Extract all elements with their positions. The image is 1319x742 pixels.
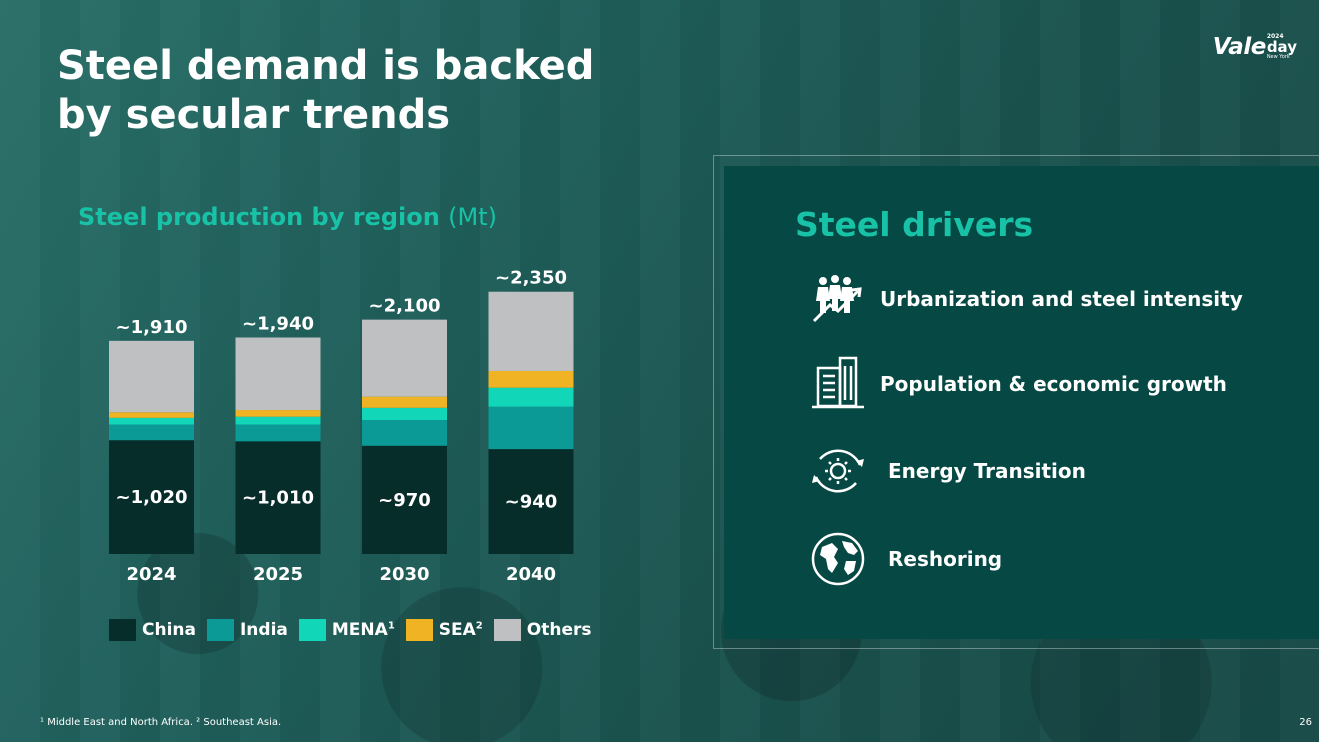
chart-title-unit: (Mt) bbox=[448, 203, 497, 231]
bar-segment-india-2040 bbox=[488, 406, 574, 450]
drivers-title: Steel drivers bbox=[795, 205, 1034, 244]
bar-segment-sea-2025 bbox=[235, 410, 321, 417]
chart-title-text: Steel production by region bbox=[78, 203, 440, 231]
bar-segment-mena-2025 bbox=[235, 416, 321, 425]
bar-segment-china-2030 bbox=[362, 445, 447, 554]
bar-segment-others-2024 bbox=[109, 340, 194, 413]
bar-segment-china-2025 bbox=[235, 441, 321, 554]
bar-segment-mena-2040 bbox=[488, 387, 574, 407]
page-number: 26 bbox=[1299, 717, 1312, 728]
legend-item-china: China bbox=[109, 619, 196, 641]
vale-day-logo: Vale 2024 day New York bbox=[1212, 34, 1297, 61]
drivers-panel-outline bbox=[713, 155, 1319, 649]
steel-production-chart: ~1,910 ~1,020 2024 ~1,940 ~1,010 2025 ~2,100 ~9… bbox=[109, 268, 574, 585]
legend-item-others: Others bbox=[493, 619, 592, 641]
logo-day: day bbox=[1266, 38, 1297, 56]
bar-segment-sea-2040 bbox=[488, 370, 574, 388]
logo-city: New York bbox=[1266, 54, 1290, 60]
bar-segment-mena-2030 bbox=[362, 407, 447, 421]
bar-segment-others-2025 bbox=[235, 337, 321, 411]
legend-swatch bbox=[493, 619, 521, 641]
legend-item-mena: MENA1 bbox=[298, 619, 395, 641]
bar-segment-india-2025 bbox=[235, 424, 321, 442]
footnote: ¹ Middle East and North Africa. ² Southe… bbox=[40, 717, 282, 728]
x-tick-label-2024: 2024 bbox=[126, 564, 176, 585]
legend-label: Others bbox=[526, 620, 592, 640]
legend-footnote-marker: 2 bbox=[475, 620, 483, 632]
legend-swatch bbox=[206, 619, 234, 641]
china-value-label-2030: ~970 bbox=[378, 490, 431, 511]
bar-segment-mena-2024 bbox=[109, 417, 194, 425]
bar-segment-india-2030 bbox=[362, 420, 447, 446]
driver-label-reshoring: Reshoring bbox=[888, 547, 1003, 571]
x-tick-label-2040: 2040 bbox=[506, 564, 556, 585]
legend-label: SEA2 bbox=[438, 620, 483, 640]
title-line-2: by secular trends bbox=[57, 92, 451, 138]
legend-swatch bbox=[109, 619, 136, 641]
total-label-2025: ~1,940 bbox=[242, 313, 314, 334]
logo-year: 2024 bbox=[1266, 33, 1284, 40]
logo-brand: Vale bbox=[1212, 34, 1267, 60]
chart-title: Steel production by region (Mt) bbox=[78, 203, 497, 231]
legend-item-sea: SEA2 bbox=[405, 619, 483, 641]
driver-label-energy: Energy Transition bbox=[888, 459, 1086, 483]
drivers-panel bbox=[724, 166, 1319, 639]
x-tick-label-2025: 2025 bbox=[253, 564, 303, 585]
urbanization-icon bbox=[808, 269, 868, 329]
total-label-2040: ~2,350 bbox=[495, 268, 567, 289]
driver-label-population: Population & economic growth bbox=[880, 372, 1227, 396]
bar-segment-india-2024 bbox=[109, 424, 194, 441]
legend-item-india: India bbox=[206, 619, 288, 641]
legend-label: China bbox=[142, 620, 196, 640]
driver-population: Population & economic growth bbox=[808, 354, 1227, 414]
china-value-label-2024: ~1,020 bbox=[115, 487, 187, 508]
legend-footnote-marker: 1 bbox=[387, 620, 395, 632]
legend-swatch bbox=[405, 619, 433, 641]
bar-segment-others-2030 bbox=[362, 319, 447, 397]
china-value-label-2040: ~940 bbox=[505, 492, 558, 513]
total-label-2030: ~2,100 bbox=[368, 296, 440, 317]
globe-icon bbox=[808, 529, 868, 589]
bar-segment-china-2024 bbox=[109, 440, 194, 554]
bar-segment-china-2040 bbox=[488, 449, 574, 554]
china-value-label-2025: ~1,010 bbox=[242, 488, 314, 509]
total-label-2024: ~1,910 bbox=[115, 317, 187, 338]
driver-label-urbanization: Urbanization and steel intensity bbox=[880, 287, 1243, 311]
bar-segment-sea-2024 bbox=[109, 412, 194, 418]
legend-swatch bbox=[298, 619, 326, 641]
energy-transition-icon bbox=[808, 441, 868, 501]
page-title: Steel demand is backed by secular trends bbox=[57, 42, 657, 140]
bar-segment-sea-2030 bbox=[362, 396, 447, 408]
buildings-icon bbox=[808, 354, 868, 414]
driver-urbanization: Urbanization and steel intensity bbox=[808, 269, 1243, 329]
title-line-1: Steel demand is backed bbox=[57, 43, 595, 89]
driver-energy: Energy Transition bbox=[808, 441, 1086, 501]
legend-label: India bbox=[239, 620, 288, 640]
x-tick-label-2030: 2030 bbox=[379, 564, 429, 585]
driver-reshoring: Reshoring bbox=[808, 529, 1002, 589]
chart-legend: China India MENA1 SEA2 Others bbox=[109, 619, 602, 641]
legend-label: MENA1 bbox=[331, 620, 395, 640]
bar-segment-others-2040 bbox=[488, 291, 574, 371]
logo-day-block: 2024 day New York bbox=[1267, 34, 1297, 60]
